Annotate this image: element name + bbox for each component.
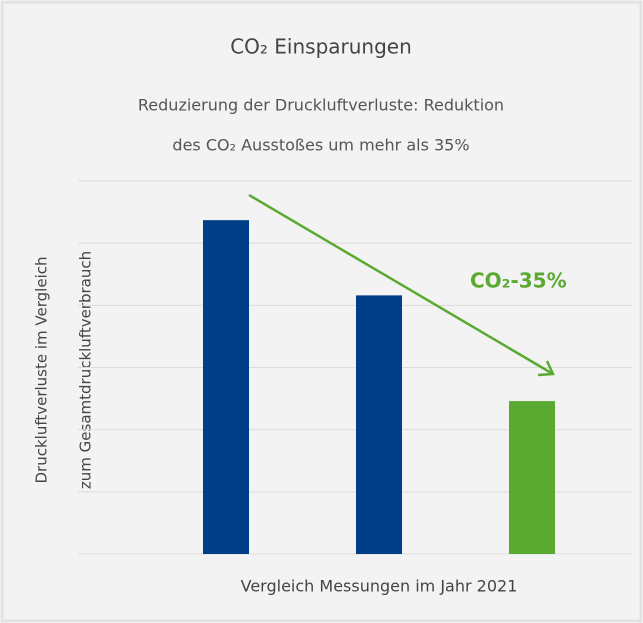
- bar: [509, 401, 555, 554]
- subtitle: des CO₂ Ausstoßes um mehr als 35%: [172, 136, 469, 155]
- plot: [78, 180, 632, 555]
- y-axis-label: Druckluftverluste im Vergleich: [33, 257, 51, 484]
- chart-title: CO₂ Einsparungen: [230, 35, 412, 59]
- bar: [356, 295, 402, 554]
- y-axis-label: zum Gesamtdruckluftverbrauch: [77, 251, 95, 489]
- bar: [203, 220, 249, 555]
- trend-arrow: [248, 193, 554, 376]
- arrow-head: [537, 360, 555, 377]
- subtitle: Reduzierung der Druckluftverluste: Reduk…: [138, 96, 504, 115]
- annotation: CO₂-35%: [470, 269, 567, 293]
- x-axis-label: Vergleich Messungen im Jahr 2021: [241, 577, 518, 596]
